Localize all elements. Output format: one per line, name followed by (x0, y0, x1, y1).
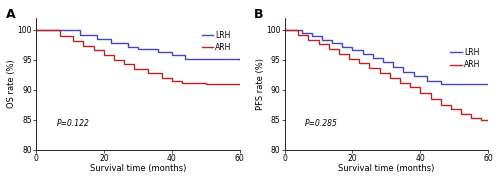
Text: P=0.285: P=0.285 (305, 119, 338, 128)
Y-axis label: PFS rate (%): PFS rate (%) (256, 58, 264, 110)
X-axis label: Survival time (months): Survival time (months) (90, 164, 186, 173)
Text: A: A (6, 8, 15, 21)
Text: P=0.122: P=0.122 (56, 119, 89, 128)
X-axis label: Survival time (months): Survival time (months) (338, 164, 434, 173)
Legend: LRH, ARH: LRH, ARH (450, 48, 480, 69)
Legend: LRH, ARH: LRH, ARH (202, 31, 232, 52)
Text: B: B (254, 8, 264, 21)
Y-axis label: OS rate (%): OS rate (%) (7, 59, 16, 108)
